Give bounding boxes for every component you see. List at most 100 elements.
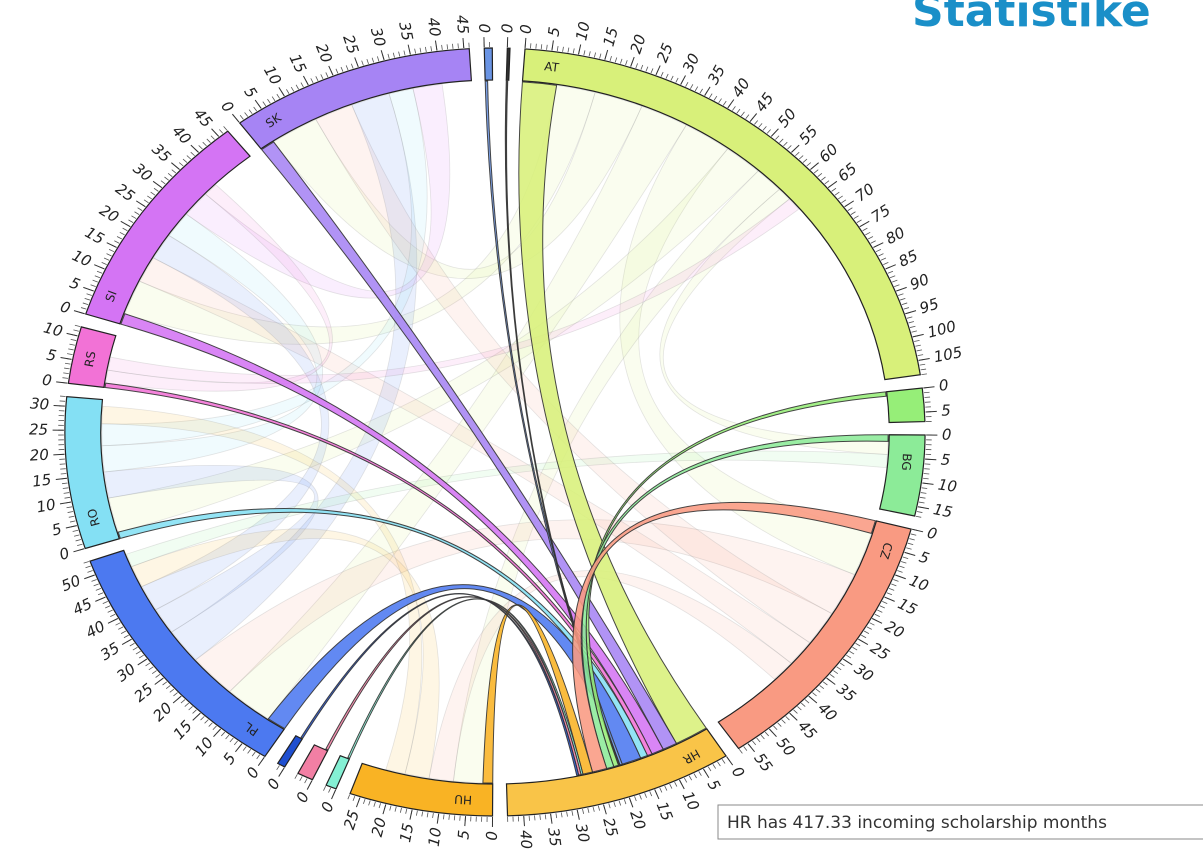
major-tick xyxy=(152,180,163,189)
major-tick xyxy=(523,816,525,827)
minor-tick xyxy=(675,77,679,83)
minor-tick xyxy=(831,187,837,192)
minor-tick xyxy=(67,353,73,356)
minor-tick xyxy=(103,257,110,261)
minor-tick xyxy=(865,231,871,236)
tick-label: 20 xyxy=(882,617,907,642)
minor-tick xyxy=(299,776,303,782)
minor-tick xyxy=(812,692,817,697)
minor-tick xyxy=(62,482,68,485)
minor-tick xyxy=(919,363,926,366)
minor-tick xyxy=(87,570,93,573)
minor-tick xyxy=(210,135,215,140)
tick-label: 5 xyxy=(917,548,932,568)
chord xyxy=(104,382,653,757)
minor-tick xyxy=(182,158,188,163)
tick-label: 90 xyxy=(907,270,931,294)
tick-label: 5 xyxy=(454,829,473,840)
minor-tick xyxy=(566,811,568,817)
minor-tick xyxy=(894,284,900,287)
minor-tick xyxy=(544,814,547,820)
tick-label: 0 xyxy=(925,524,939,544)
major-tick xyxy=(769,728,777,738)
minor-tick xyxy=(639,794,642,800)
tick-label: 30 xyxy=(851,660,877,686)
major-tick xyxy=(630,56,635,67)
chord xyxy=(315,104,833,644)
minor-tick xyxy=(798,155,804,160)
tick-label: 0 xyxy=(498,23,516,33)
tick-label: 45 xyxy=(453,14,472,34)
minor-tick xyxy=(756,737,761,743)
tick-label: 105 xyxy=(932,343,963,366)
minor-tick xyxy=(707,766,712,772)
minor-tick xyxy=(73,329,79,332)
tick-label: 55 xyxy=(750,749,776,775)
minor-tick xyxy=(659,787,663,793)
major-tick xyxy=(704,86,711,96)
major-tick xyxy=(56,381,68,384)
minor-tick xyxy=(839,662,845,667)
minor-tick xyxy=(795,151,800,157)
minor-tick xyxy=(920,368,927,371)
major-tick xyxy=(859,220,870,228)
tick-label: 35 xyxy=(704,62,729,87)
minor-tick xyxy=(613,801,616,807)
major-tick xyxy=(727,99,735,109)
tick-label: 20 xyxy=(29,446,49,465)
minor-tick xyxy=(906,547,912,550)
minor-tick xyxy=(416,810,418,816)
minor-tick xyxy=(866,626,872,630)
minor-tick xyxy=(898,293,904,296)
minor-tick xyxy=(880,257,887,261)
tick-label: 5 xyxy=(67,274,82,294)
minor-tick xyxy=(588,51,591,57)
chord xyxy=(347,598,584,776)
major-tick xyxy=(154,677,164,685)
minor-tick xyxy=(592,806,595,812)
minor-tick xyxy=(862,227,868,232)
group-label: SI xyxy=(103,288,120,303)
minor-tick xyxy=(856,219,862,223)
major-tick xyxy=(135,200,146,208)
major-tick xyxy=(171,162,180,170)
chord xyxy=(185,83,451,299)
minor-tick xyxy=(688,775,693,781)
minor-tick xyxy=(106,253,112,257)
minor-tick xyxy=(361,60,364,66)
minor-tick xyxy=(114,240,120,244)
group-arc xyxy=(885,387,926,424)
major-tick xyxy=(434,40,438,51)
minor-tick xyxy=(368,800,371,806)
minor-tick xyxy=(399,807,402,813)
major-tick xyxy=(73,548,85,553)
tick-label: 20 xyxy=(368,816,390,839)
minor-tick xyxy=(608,803,611,809)
chord xyxy=(141,235,330,611)
minor-tick xyxy=(90,284,96,287)
minor-tick xyxy=(350,63,354,69)
group-arc xyxy=(238,48,473,150)
minor-tick xyxy=(766,129,771,134)
minor-tick xyxy=(889,275,896,279)
tick-label: 60 xyxy=(815,140,841,166)
minor-tick xyxy=(414,48,417,54)
group-arc xyxy=(505,728,727,817)
minor-tick xyxy=(915,515,922,518)
minor-tick xyxy=(448,814,450,820)
minor-tick xyxy=(877,609,883,613)
major-tick xyxy=(770,128,779,137)
major-tick xyxy=(747,743,756,753)
minor-tick xyxy=(694,86,699,92)
tick-label: 15 xyxy=(170,717,196,743)
minor-tick xyxy=(883,262,889,265)
minor-tick xyxy=(582,808,585,814)
minor-tick xyxy=(712,764,717,769)
minor-tick xyxy=(225,734,230,740)
minor-tick xyxy=(861,634,867,639)
minor-tick xyxy=(251,751,256,757)
group-arc xyxy=(89,549,285,758)
minor-tick xyxy=(903,307,910,310)
minor-tick xyxy=(909,325,916,328)
minor-tick xyxy=(821,176,826,181)
